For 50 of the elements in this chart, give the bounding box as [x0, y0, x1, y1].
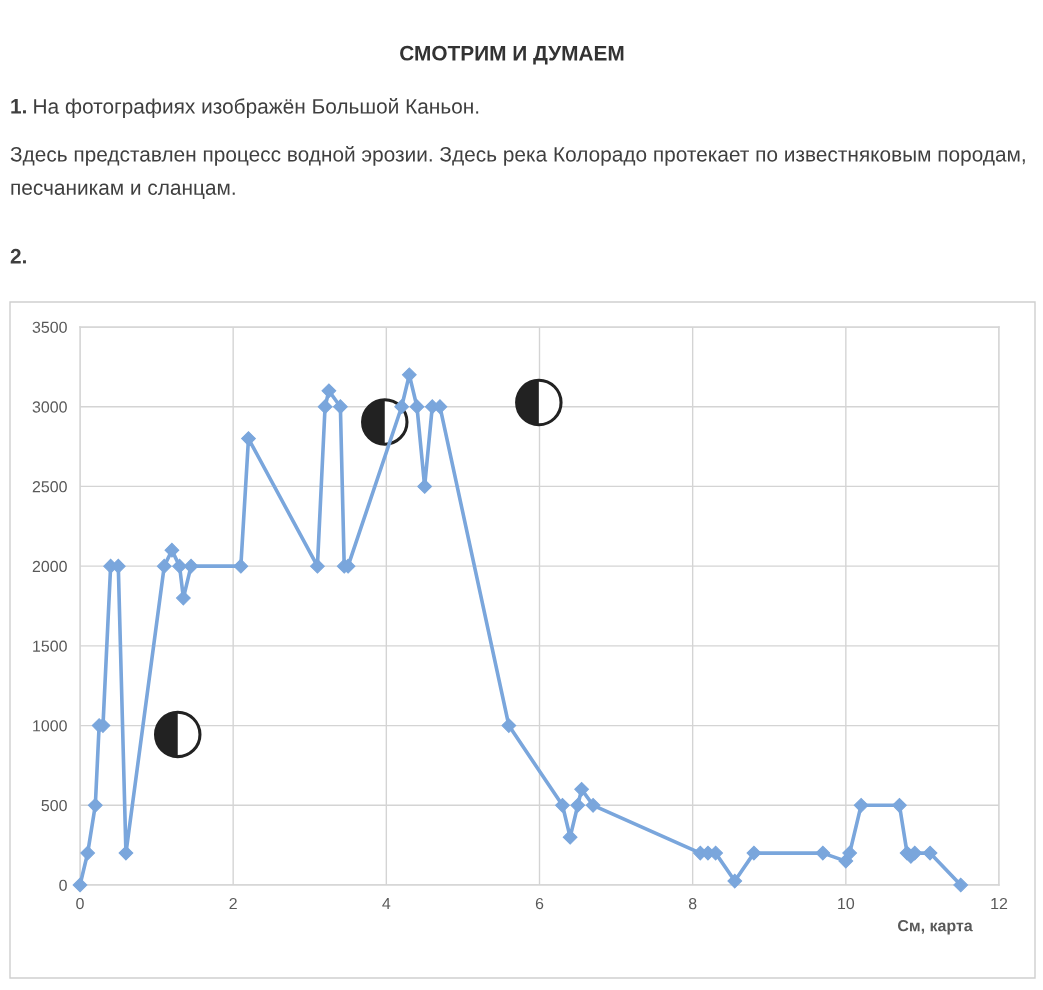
y-tick-label: 2000 — [32, 560, 67, 573]
point — [727, 873, 743, 889]
y-tick-label: 500 — [41, 799, 67, 812]
text: 2. — [10, 248, 26, 264]
y-tick-label: 1000 — [33, 720, 67, 732]
point — [332, 399, 348, 415]
point — [164, 542, 180, 558]
point — [87, 797, 103, 813]
x-tick-label: 6 — [535, 897, 544, 910]
point — [574, 781, 590, 797]
point — [409, 399, 425, 415]
y-tick-label: 3000 — [32, 401, 67, 413]
point — [317, 399, 333, 415]
x-tick-label: 10 — [838, 897, 855, 910]
point — [501, 718, 517, 733]
point — [892, 797, 907, 813]
y-tick-label: 3500 — [32, 321, 67, 333]
y-tick-label: 0 — [59, 879, 67, 891]
point — [953, 877, 969, 893]
text: 1. На фотографиях изображён Большой Каньон. — [11, 98, 479, 118]
y-tick-label: 1500 — [33, 640, 67, 652]
point — [555, 797, 570, 813]
y-tick-label: 2500 — [32, 481, 67, 493]
point — [922, 845, 938, 861]
x-tick-label: 12 — [991, 897, 1008, 910]
point — [417, 479, 433, 494]
point — [118, 845, 134, 861]
text: Здесь представлен процесс водной эрозии. Здесь река Колорадо протекает по известняковым породам, песчаникам и сланцам. — [10, 146, 1025, 199]
point — [172, 558, 187, 574]
point — [570, 797, 586, 813]
point — [72, 877, 88, 893]
point — [310, 558, 325, 574]
point — [815, 845, 831, 861]
x-tick-label: 4 — [382, 898, 391, 910]
point — [746, 845, 762, 861]
x-tick-label: 8 — [688, 897, 697, 910]
point — [842, 845, 858, 861]
point — [321, 383, 337, 399]
point — [80, 845, 96, 861]
point — [156, 558, 172, 574]
x-tick-label: 2 — [229, 897, 237, 910]
point — [233, 558, 249, 574]
point — [585, 797, 601, 813]
point — [394, 399, 410, 415]
x-tick-label: 0 — [76, 897, 84, 910]
point — [853, 797, 869, 813]
point — [241, 431, 256, 446]
point — [183, 558, 199, 574]
x-axis-title: См, карта — [897, 920, 973, 935]
chart-title: СМОТРИМ И ДУМАЕМ — [400, 45, 624, 65]
